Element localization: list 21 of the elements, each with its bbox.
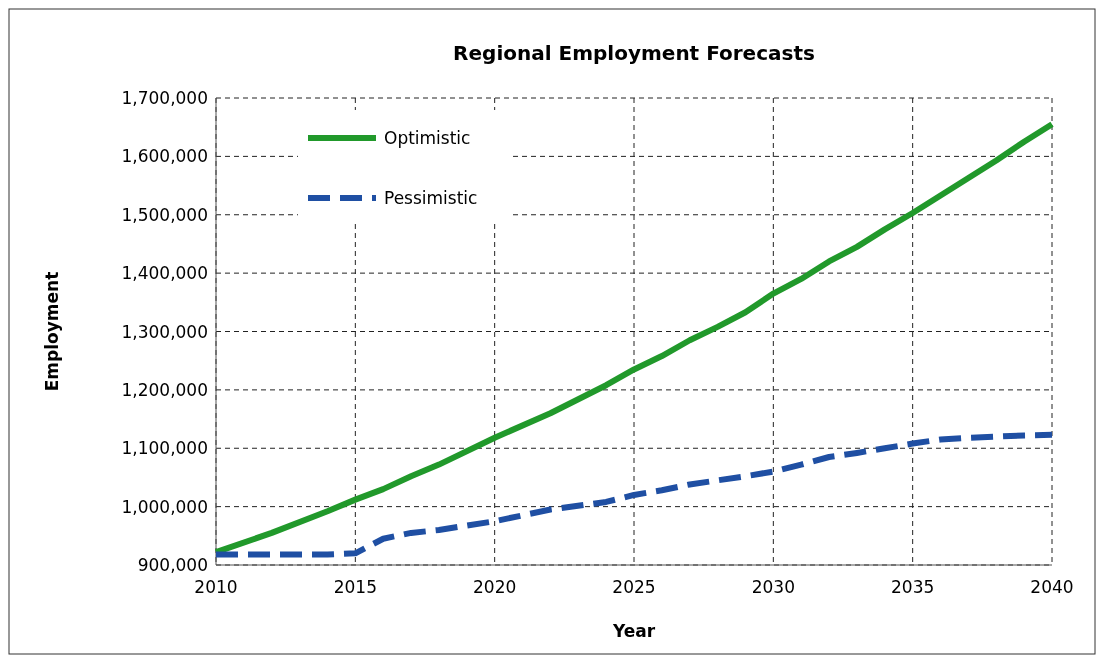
y-tick-label: 1,200,000 — [121, 379, 208, 400]
x-tick-label: 2020 — [473, 577, 517, 597]
y-tick-label: 1,300,000 — [121, 321, 208, 342]
x-tick-label: 2010 — [194, 577, 238, 597]
x-axis-title: Year — [611, 621, 656, 641]
x-tick-label: 2015 — [333, 577, 377, 597]
y-tick-label: 1,500,000 — [121, 204, 208, 225]
y-tick-label: 1,700,000 — [121, 88, 208, 108]
x-tick-label: 2025 — [612, 577, 656, 597]
y-axis-title: Employment — [42, 271, 62, 392]
x-tick-label: 2035 — [891, 577, 935, 597]
legend-label: Optimistic — [384, 128, 471, 148]
y-tick-label: 1,600,000 — [121, 146, 208, 167]
y-tick-label: 1,000,000 — [121, 496, 208, 517]
y-tick-label: 1,400,000 — [121, 263, 208, 284]
y-tick-label: 900,000 — [137, 555, 208, 575]
legend-label: Pessimistic — [384, 188, 478, 208]
chart-title: Regional Employment Forecasts — [453, 41, 815, 65]
x-tick-label: 2040 — [1030, 577, 1074, 597]
x-tick-label: 2030 — [751, 577, 795, 597]
y-tick-label: 1,100,000 — [121, 438, 208, 459]
